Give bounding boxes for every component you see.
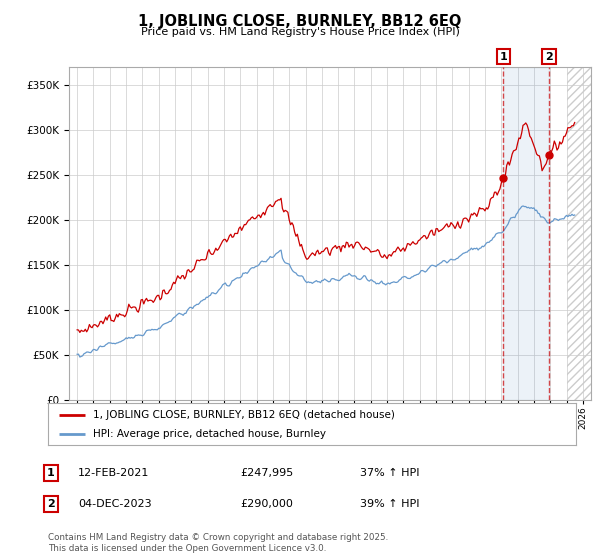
Text: Price paid vs. HM Land Registry's House Price Index (HPI): Price paid vs. HM Land Registry's House … bbox=[140, 27, 460, 37]
Text: 37% ↑ HPI: 37% ↑ HPI bbox=[360, 468, 419, 478]
Text: 1: 1 bbox=[47, 468, 55, 478]
Text: £247,995: £247,995 bbox=[240, 468, 293, 478]
Text: 1, JOBLING CLOSE, BURNLEY, BB12 6EQ (detached house): 1, JOBLING CLOSE, BURNLEY, BB12 6EQ (det… bbox=[93, 409, 395, 419]
Text: £290,000: £290,000 bbox=[240, 499, 293, 509]
Text: 1, JOBLING CLOSE, BURNLEY, BB12 6EQ: 1, JOBLING CLOSE, BURNLEY, BB12 6EQ bbox=[139, 14, 461, 29]
Text: HPI: Average price, detached house, Burnley: HPI: Average price, detached house, Burn… bbox=[93, 429, 326, 439]
Bar bbox=[566, 67, 591, 400]
Text: 2: 2 bbox=[47, 499, 55, 509]
Text: 2: 2 bbox=[545, 52, 553, 62]
Text: 12-FEB-2021: 12-FEB-2021 bbox=[78, 468, 149, 478]
Text: 04-DEC-2023: 04-DEC-2023 bbox=[78, 499, 152, 509]
Text: Contains HM Land Registry data © Crown copyright and database right 2025.
This d: Contains HM Land Registry data © Crown c… bbox=[48, 533, 388, 553]
Text: 39% ↑ HPI: 39% ↑ HPI bbox=[360, 499, 419, 509]
Text: 1: 1 bbox=[499, 52, 507, 62]
Bar bbox=[503, 67, 549, 400]
Bar bbox=[566, 67, 591, 400]
